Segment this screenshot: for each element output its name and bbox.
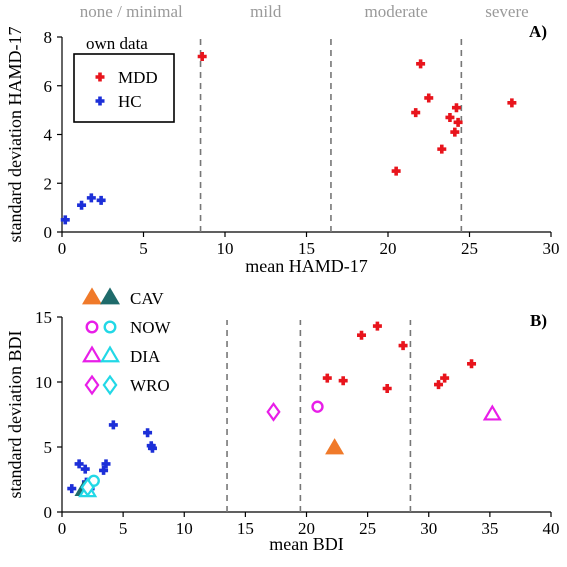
y-axis-title: standard deviation HAMD-17: [5, 27, 25, 243]
mdd-data-point: [424, 93, 434, 103]
legend-wro-label: WRO: [130, 376, 170, 395]
x-tick-label: 15: [298, 239, 315, 258]
legend-cav-marker-icon: [82, 287, 102, 305]
panel-a-hamd: 0 5 10 15 20 25 30 0 2 4 6 8 mean HAMD-17 standard de…: [5, 2, 560, 276]
legend-dia-marker-icon: [100, 345, 120, 363]
x-tick-label: 20: [380, 239, 397, 258]
hc-data-point: [67, 484, 77, 494]
mdd-data-point: [197, 52, 207, 61]
mdd-data-point: [398, 341, 408, 351]
x-tick-label: 20: [298, 519, 315, 538]
mdd-data-point: [467, 359, 477, 369]
y-tick-label: 15: [35, 308, 52, 327]
hc-data-point: [147, 443, 157, 453]
y-axis-title: standard deviation BDI: [5, 331, 25, 499]
mdd-data-point: [445, 112, 455, 122]
x-tick-label: 35: [481, 519, 498, 538]
legend-wro-marker-icon: [102, 374, 118, 396]
x-tick-label: 15: [237, 519, 254, 538]
x-tick-label: 0: [58, 239, 67, 258]
legend-title: own data: [86, 34, 148, 53]
mdd-data-point: [357, 330, 367, 340]
mdd-data-point: [338, 376, 348, 386]
hc-data-point: [96, 195, 106, 205]
panel-label: A): [529, 22, 547, 41]
mdd-data-point: [450, 127, 460, 137]
hc-data-point: [74, 459, 84, 469]
x-tick-label: 40: [543, 519, 560, 538]
severity-category-label: mild: [250, 2, 282, 21]
legend-dia-label: DIA: [130, 347, 161, 366]
legend-hc-marker-icon: [95, 96, 105, 106]
y-tick-label: 4: [44, 126, 53, 145]
x-tick-label: 25: [461, 239, 478, 258]
mdd-data-point: [451, 103, 461, 113]
legend-mdd-label: MDD: [118, 68, 158, 87]
mdd-data-point: [372, 321, 382, 331]
y-tick-label: 0: [44, 503, 53, 522]
legend-box: [73, 53, 175, 123]
x-tick-label: 30: [543, 239, 560, 258]
y-tick-label: 6: [44, 77, 53, 96]
mdd-data-point: [416, 59, 426, 69]
hc-data-point: [101, 459, 111, 469]
severity-category-label: none / minimal: [80, 2, 183, 21]
legend-dia-marker-icon: [82, 345, 102, 363]
wro-data-point: [266, 402, 281, 422]
x-tick-label: 5: [119, 519, 128, 538]
severity-category-label: moderate: [365, 2, 428, 21]
legend-mdd-marker-icon: [95, 72, 105, 82]
legend-now-marker-icon: [85, 320, 99, 334]
hc-data-point: [60, 215, 70, 225]
mdd-data-point: [437, 144, 447, 154]
hc-data-point: [86, 193, 96, 203]
x-tick-label: 30: [420, 519, 437, 538]
mdd-data-point: [507, 98, 517, 108]
panel-b-bdi: 0 5 10 15 20 25 30 35 40 0 5 10 15 mean BDI standard d…: [5, 287, 560, 554]
hc-data-point: [99, 465, 109, 475]
severity-category-label: severe: [485, 2, 528, 21]
hc-data-point: [77, 200, 87, 210]
hc-data-point: [108, 420, 118, 430]
cav-data-point: [325, 438, 345, 455]
y-tick-label: 10: [35, 373, 52, 392]
now-data-point: [311, 400, 324, 413]
legend-cav-marker-icon: [100, 287, 120, 305]
hc-data-point: [143, 428, 153, 438]
legend-now-marker-icon: [103, 320, 117, 334]
y-tick-label: 2: [44, 174, 53, 193]
y-tick-label: 8: [44, 28, 53, 47]
x-tick-label: 5: [139, 239, 148, 258]
legend-now-label: NOW: [130, 318, 172, 337]
x-tick-label: 25: [359, 519, 376, 538]
mdd-data-point: [440, 373, 450, 383]
mdd-data-point: [434, 380, 444, 390]
mdd-data-point: [391, 166, 401, 176]
x-axis-title: mean HAMD-17: [245, 256, 367, 276]
x-tick-label: 10: [217, 239, 234, 258]
mdd-data-point: [411, 108, 421, 118]
legend-cav-label: CAV: [130, 289, 164, 308]
x-tick-label: 10: [176, 519, 193, 538]
y-tick-label: 5: [44, 438, 53, 457]
panel-label: B): [530, 311, 547, 330]
legend-hc-label: HC: [118, 92, 142, 111]
x-tick-label: 0: [58, 519, 67, 538]
hc-data-point: [80, 464, 90, 474]
mdd-data-point: [382, 384, 392, 393]
dia-data-point: [482, 404, 502, 421]
mdd-data-point: [453, 117, 463, 127]
y-tick-label: 0: [44, 223, 53, 242]
legend-wro-marker-icon: [84, 374, 100, 396]
wro-data-point: [80, 477, 95, 498]
mdd-data-point: [322, 373, 332, 383]
x-axis-title: mean BDI: [269, 534, 343, 554]
